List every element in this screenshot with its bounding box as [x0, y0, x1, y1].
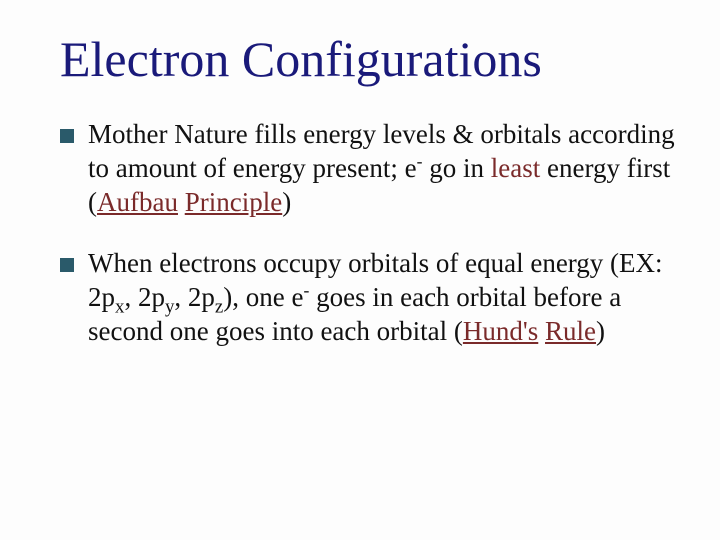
link-principle: Principle: [185, 187, 282, 217]
text: [538, 316, 545, 346]
text: ): [596, 316, 605, 346]
subscript-y: y: [165, 296, 174, 317]
link-aufbau: Aufbau: [97, 187, 178, 217]
link-rule: Rule: [545, 316, 596, 346]
emphasis-least: least: [491, 153, 540, 183]
bullet-item-aufbau: Mother Nature fills energy levels & orbi…: [60, 118, 680, 219]
text: , 2p: [124, 282, 165, 312]
bullet-list: Mother Nature fills energy levels & orbi…: [60, 118, 680, 349]
text: [178, 187, 185, 217]
text: ), one e: [223, 282, 303, 312]
text: go in: [423, 153, 491, 183]
bullet-item-hund: When electrons occupy orbitals of equal …: [60, 247, 680, 348]
text: ): [282, 187, 291, 217]
link-hunds: Hund's: [463, 316, 538, 346]
text: , 2p: [174, 282, 215, 312]
slide-title: Electron Configurations: [60, 30, 680, 88]
slide: Electron Configurations Mother Nature fi…: [0, 0, 720, 540]
